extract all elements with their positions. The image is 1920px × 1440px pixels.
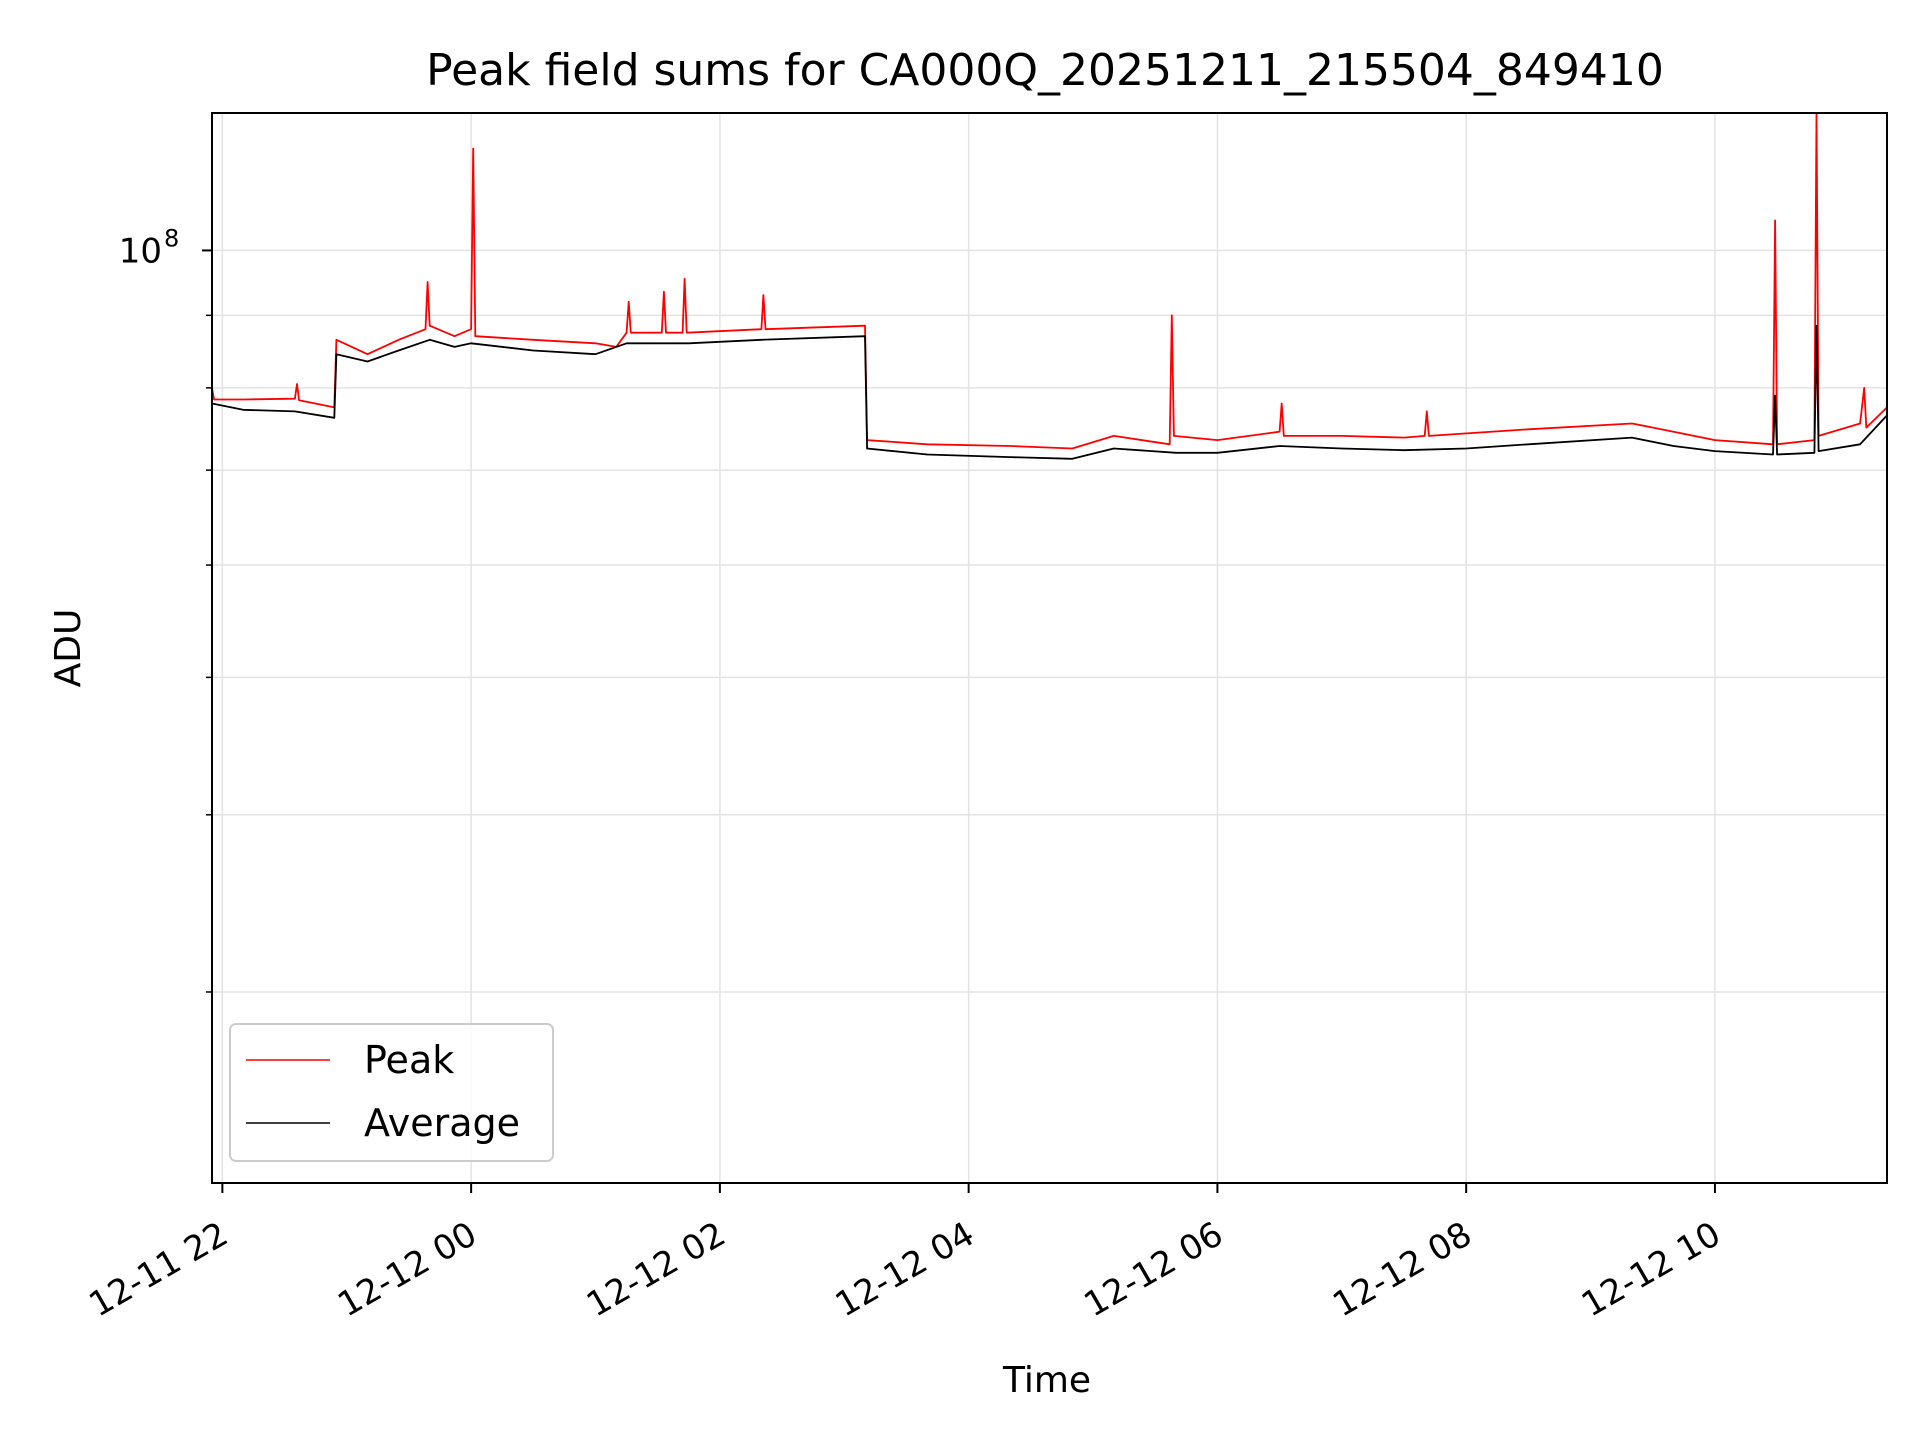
legend-label-average: Average xyxy=(364,1101,520,1145)
series-layer xyxy=(211,112,1888,460)
grid xyxy=(212,113,1887,1183)
y-tick-label: 10 xyxy=(119,231,162,271)
y-tick-exponent: 8 xyxy=(164,224,179,252)
y-axis: 10 8 xyxy=(119,224,212,993)
legend-box xyxy=(229,1023,554,1162)
legend: Peak Average xyxy=(229,1023,554,1162)
y-axis-label: ADU xyxy=(48,609,89,688)
series-line-peak xyxy=(211,112,1888,450)
legend-label-peak: Peak xyxy=(364,1038,454,1082)
series-line-average xyxy=(211,324,1888,460)
chart-title: Peak field sums for CA000Q_20251211_2155… xyxy=(426,45,1664,96)
x-axis-label: Time xyxy=(1002,1360,1091,1401)
plot-frame xyxy=(211,112,1888,1184)
